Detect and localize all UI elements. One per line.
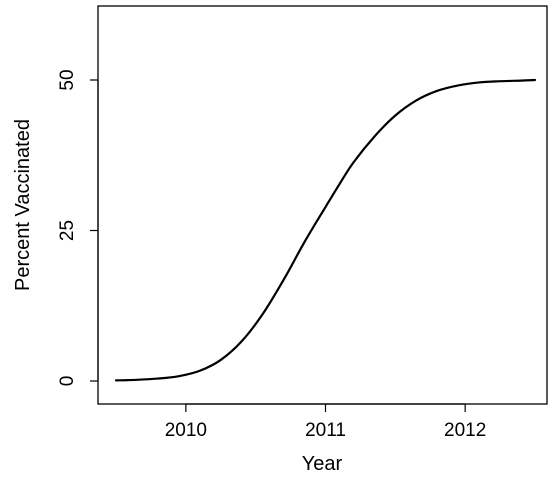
- y-axis: 0 25 50: [57, 69, 99, 387]
- x-axis: 2010 2011 2012: [165, 403, 486, 441]
- plot-frame: [97, 5, 548, 405]
- y-axis-title: Percent Vaccinated: [12, 119, 34, 291]
- x-tick-label: 2011: [305, 420, 346, 441]
- series-line: [114, 78, 537, 382]
- y-tick-label: 25: [57, 220, 78, 241]
- x-axis-title: Year: [302, 453, 343, 475]
- x-tick-label: 2012: [444, 420, 486, 441]
- y-tick-label: 50: [57, 69, 78, 90]
- series-layer: [114, 78, 537, 382]
- x-tick-label: 2010: [165, 420, 207, 441]
- y-tick-label: 0: [57, 376, 78, 387]
